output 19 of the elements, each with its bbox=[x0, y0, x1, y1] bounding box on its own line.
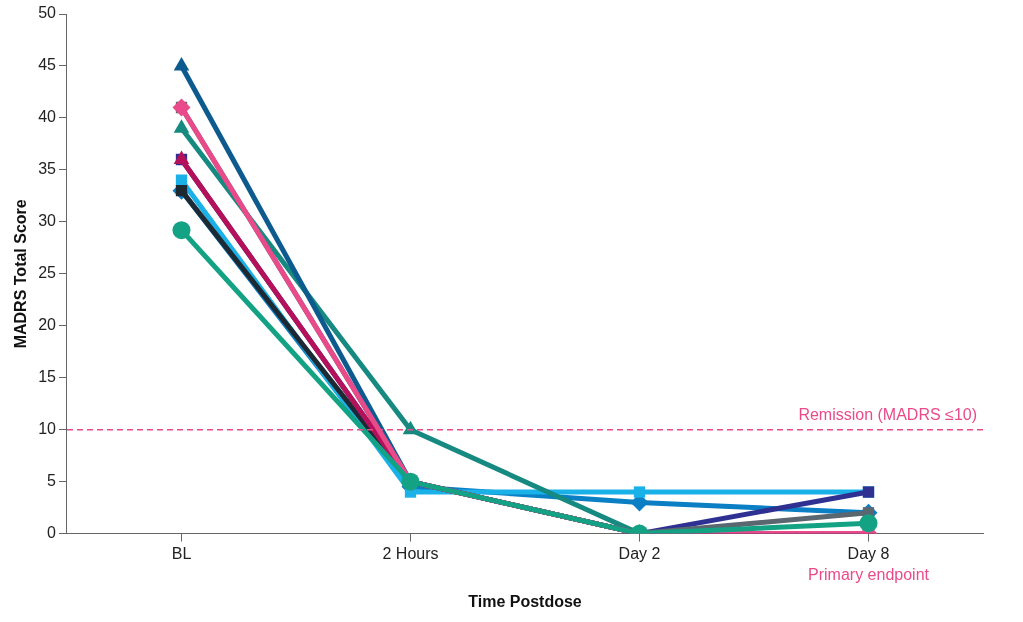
y-tick-label: 5 bbox=[47, 472, 57, 490]
x-tick-label: Day 8 bbox=[847, 544, 890, 562]
y-axis-title: MADRS Total Score bbox=[12, 199, 30, 349]
x-tick-label: 2 Hours bbox=[382, 544, 439, 562]
y-tick-label: 10 bbox=[38, 420, 57, 438]
y-tick-label: 35 bbox=[38, 160, 57, 178]
ref-line-label: Remission (MADRS ≤10) bbox=[798, 406, 977, 424]
x-tick-label: Day 2 bbox=[618, 544, 661, 562]
y-tick-label: 30 bbox=[38, 212, 57, 230]
y-tick-label: 50 bbox=[38, 4, 57, 22]
x-tick-label: BL bbox=[171, 544, 192, 562]
y-tick-label: 45 bbox=[38, 56, 57, 74]
y-tick-label: 25 bbox=[38, 264, 57, 282]
x-axis-title: Time Postdose bbox=[468, 592, 582, 610]
y-tick-label: 0 bbox=[47, 524, 57, 542]
y-tick-label: 20 bbox=[38, 316, 57, 334]
y-tick-label: 40 bbox=[38, 108, 57, 126]
annotation: Primary endpoint bbox=[808, 566, 930, 584]
y-tick-label: 15 bbox=[38, 368, 57, 386]
